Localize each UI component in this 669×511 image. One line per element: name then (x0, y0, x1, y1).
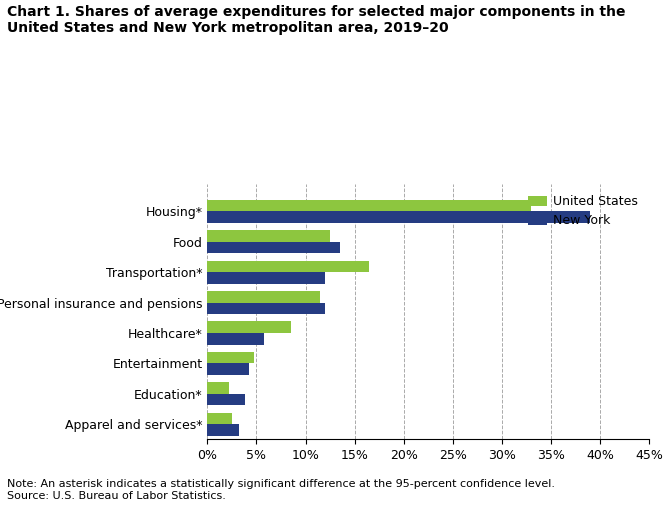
Bar (207, 363, 249, 375)
Bar (207, 200, 531, 212)
Bar (207, 321, 291, 333)
Bar (207, 261, 369, 272)
Bar (207, 424, 239, 436)
Bar (207, 303, 325, 314)
Legend: United States, New York: United States, New York (522, 190, 643, 233)
Text: Chart 1. Shares of average expenditures for selected major components in the
Uni: Chart 1. Shares of average expenditures … (7, 5, 626, 35)
Text: Note: An asterisk indicates a statistically significant difference at the 95-per: Note: An asterisk indicates a statistica… (7, 479, 555, 501)
Bar (207, 291, 320, 303)
Bar (207, 413, 232, 424)
Bar (207, 394, 245, 405)
Bar (207, 333, 264, 344)
Bar (207, 242, 340, 253)
Bar (207, 352, 254, 363)
Bar (207, 212, 590, 223)
Bar (207, 272, 325, 284)
Bar (207, 230, 330, 242)
Bar (207, 382, 229, 394)
